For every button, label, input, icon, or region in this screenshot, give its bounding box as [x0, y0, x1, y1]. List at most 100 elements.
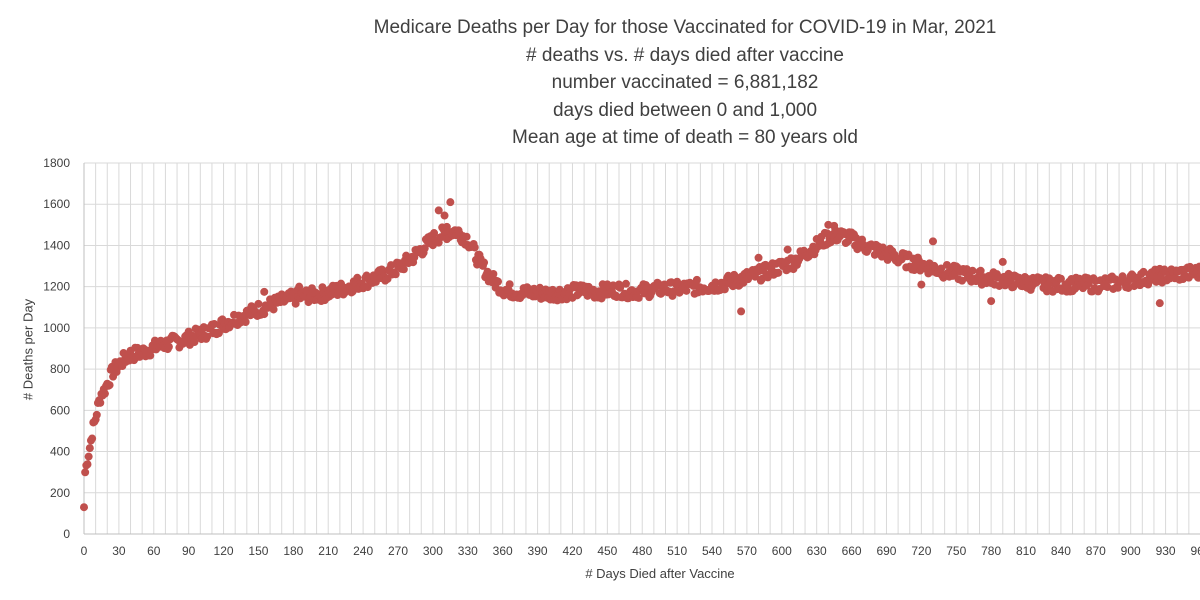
data-point — [976, 266, 985, 275]
x-tick-label: 30 — [112, 544, 126, 558]
data-point — [440, 211, 449, 220]
data-point — [88, 434, 97, 443]
data-point — [81, 468, 90, 477]
data-point — [621, 279, 630, 288]
x-tick-label: 450 — [597, 544, 617, 558]
data-point — [720, 285, 729, 294]
x-tick-label: 240 — [353, 544, 373, 558]
x-tick-label: 180 — [283, 544, 303, 558]
chart-title-line-3: number vaccinated = 6,881,182 — [551, 72, 819, 93]
x-tick-label: 60 — [147, 544, 161, 558]
data-point — [295, 282, 304, 291]
data-point — [783, 245, 792, 254]
data-point — [692, 275, 701, 284]
chart-title: Medicare Deaths per Day for those Vaccin… — [300, 14, 1070, 152]
x-tick-label: 120 — [214, 544, 234, 558]
y-tick-label: 1600 — [43, 197, 70, 211]
x-tick-label: 330 — [458, 544, 478, 558]
chart-title-line-2: # deaths vs. # days died after vaccine — [526, 44, 844, 66]
x-tick-label: 90 — [182, 544, 196, 558]
x-tick-label: 510 — [667, 544, 687, 558]
x-tick-label: 150 — [248, 544, 268, 558]
chart-title-line-4: days died between 0 and 1,000 — [552, 99, 818, 121]
data-point — [241, 317, 250, 326]
data-point — [1118, 272, 1127, 281]
data-point — [928, 237, 937, 246]
data-point — [80, 503, 88, 512]
data-point — [494, 277, 503, 286]
y-axis-title: # Deaths per Day — [20, 298, 36, 401]
x-tick-label: 210 — [318, 544, 338, 558]
data-point — [446, 198, 455, 207]
y-tick-label: 0 — [63, 527, 70, 541]
data-point — [1155, 299, 1164, 308]
data-point — [83, 460, 92, 469]
x-tick-label: 780 — [981, 544, 1001, 558]
x-tick-label: 420 — [562, 544, 582, 558]
data-point — [391, 270, 400, 279]
data-point — [998, 257, 1007, 266]
x-tick-label: 750 — [946, 544, 966, 558]
x-tick-label: 960 — [1190, 544, 1200, 558]
data-point — [442, 222, 451, 231]
data-point — [682, 286, 691, 295]
x-tick-label: 360 — [493, 544, 513, 558]
x-tick-label: 480 — [632, 544, 652, 558]
x-tick-label: 900 — [1121, 544, 1141, 558]
chart-title-line-1: Medicare Deaths per Day for those Vaccin… — [373, 17, 997, 38]
data-point — [470, 243, 479, 252]
y-tick-label: 200 — [50, 486, 70, 500]
data-point — [462, 232, 471, 241]
data-point — [318, 283, 327, 292]
data-point — [634, 293, 643, 302]
x-axis-title: # Days Died after Vaccine — [585, 566, 735, 581]
data-point — [353, 273, 362, 282]
x-tick-label: 870 — [1086, 544, 1106, 558]
data-point — [968, 266, 977, 275]
x-tick-label: 540 — [702, 544, 722, 558]
data-point — [489, 270, 498, 279]
data-point — [260, 310, 269, 319]
data-point — [269, 305, 278, 314]
y-tick-label: 1000 — [43, 321, 70, 335]
data-point — [1197, 268, 1200, 277]
data-point — [164, 342, 173, 351]
y-tick-label: 800 — [50, 362, 70, 376]
data-point — [937, 264, 946, 273]
data-point — [830, 221, 839, 230]
data-point — [505, 280, 514, 289]
x-tick-label: 660 — [842, 544, 862, 558]
data-point — [737, 307, 746, 316]
data-point — [203, 332, 212, 341]
data-point — [917, 280, 926, 289]
x-tick-label: 630 — [807, 544, 827, 558]
data-point — [774, 268, 783, 277]
data-point — [190, 338, 199, 347]
x-tick-label: 930 — [1156, 544, 1176, 558]
data-point — [480, 258, 489, 267]
x-tick-label: 720 — [911, 544, 931, 558]
x-tick-label: 0 — [81, 544, 88, 558]
y-tick-label: 600 — [50, 403, 70, 417]
data-point — [291, 299, 300, 308]
x-tick-label: 690 — [876, 544, 896, 558]
x-tick-label: 570 — [737, 544, 757, 558]
data-point — [987, 297, 996, 306]
data-point — [105, 381, 114, 390]
x-tick-label: 810 — [1016, 544, 1036, 558]
data-point — [84, 452, 93, 461]
data-point — [430, 229, 439, 238]
data-point — [434, 206, 443, 215]
data-point — [254, 299, 263, 308]
data-point — [754, 253, 763, 262]
data-point — [420, 244, 429, 253]
data-point — [616, 283, 625, 292]
data-point — [92, 410, 101, 419]
y-tick-label: 1200 — [43, 280, 70, 294]
y-tick-label: 1400 — [43, 238, 70, 252]
x-tick-label: 840 — [1051, 544, 1071, 558]
chart-title-line-5: Mean age at time of death = 80 years old — [512, 127, 858, 148]
data-point — [711, 278, 720, 287]
